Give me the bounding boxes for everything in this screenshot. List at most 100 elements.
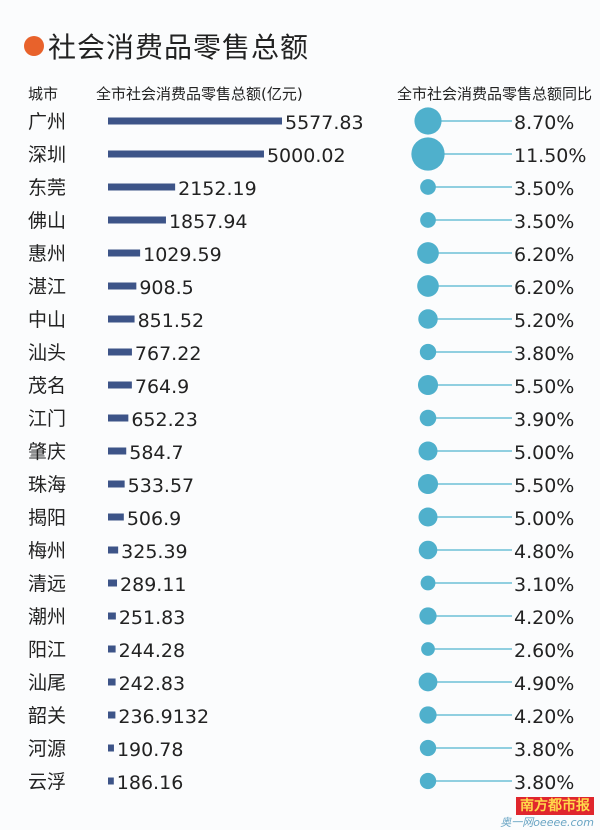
total-bar — [108, 645, 116, 653]
yoy-value-label: 8.70% — [514, 112, 574, 134]
city-label: 深圳 — [28, 144, 66, 166]
total-value-label: 1857.94 — [169, 211, 248, 233]
total-bar — [108, 546, 119, 554]
total-bar — [108, 678, 116, 686]
yoy-bubble — [414, 107, 442, 135]
chart-title: 社会消费品零售总额 — [24, 26, 309, 66]
total-bar — [108, 711, 116, 719]
city-label: 揭阳 — [28, 507, 66, 529]
total-bar — [108, 249, 141, 257]
yoy-bubble — [418, 507, 438, 527]
total-value-label: 236.9132 — [118, 706, 209, 728]
yoy-bubble — [417, 242, 439, 264]
yoy-value-label: 4.20% — [514, 607, 574, 629]
city-label: 阳江 — [28, 639, 66, 661]
total-value-label: 190.78 — [117, 739, 183, 761]
yoy-bubble — [420, 212, 436, 228]
yoy-bubble — [411, 137, 445, 171]
yoy-bubble — [417, 374, 439, 396]
total-bar — [108, 150, 264, 158]
yoy-value-label: 3.50% — [514, 211, 574, 233]
city-label: 云浮 — [28, 771, 66, 793]
yoy-value-label: 6.20% — [514, 277, 574, 299]
total-bar — [108, 612, 116, 620]
city-label: 肇庆 — [28, 441, 66, 463]
city-label: 江门 — [28, 408, 66, 430]
yoy-value-label: 5.00% — [514, 442, 574, 464]
total-bar — [108, 282, 137, 290]
total-value-label: 2152.19 — [178, 178, 257, 200]
city-label: 梅州 — [28, 540, 66, 562]
logo-watermark: 南方都市报 — [516, 797, 594, 815]
city-label: 潮州 — [28, 606, 66, 628]
total-value-label: 908.5 — [139, 277, 193, 299]
total-bar — [108, 183, 176, 191]
header-yoy: 全市社会消费品零售总额同比 — [396, 85, 592, 103]
total-bar — [108, 744, 114, 752]
city-label: 广州 — [28, 111, 66, 133]
yoy-value-label: 2.60% — [514, 640, 574, 662]
yoy-bubble — [417, 275, 439, 297]
yoy-bubble — [418, 540, 438, 560]
total-bar — [108, 480, 125, 488]
total-value-label: 506.9 — [127, 508, 181, 530]
yoy-bubble — [419, 607, 437, 625]
yoy-bubble — [419, 409, 437, 427]
city-label: 湛江 — [28, 276, 66, 298]
yoy-value-label: 4.90% — [514, 673, 574, 695]
yoy-value-label: 3.50% — [514, 178, 574, 200]
yoy-bubble — [418, 672, 438, 692]
total-value-label: 767.22 — [135, 343, 201, 365]
total-bar — [108, 315, 135, 323]
yoy-bubble — [419, 706, 437, 724]
total-value-label: 851.52 — [138, 310, 204, 332]
total-bar — [108, 414, 129, 422]
title-dot-icon — [24, 36, 44, 56]
total-value-label: 244.28 — [119, 640, 185, 662]
yoy-bubble — [419, 772, 437, 790]
total-value-label: 1029.59 — [143, 244, 222, 266]
total-bar — [108, 777, 114, 785]
yoy-value-label: 3.90% — [514, 409, 574, 431]
city-label: 韶关 — [28, 705, 66, 727]
total-value-label: 325.39 — [121, 541, 187, 563]
total-value-label: 764.9 — [135, 376, 189, 398]
city-label: 佛山 — [28, 210, 66, 232]
header-total: 全市社会消费品零售总额(亿元) — [96, 85, 303, 103]
city-label: 河源 — [28, 738, 66, 760]
yoy-value-label: 3.80% — [514, 739, 574, 761]
total-bar — [108, 216, 166, 224]
total-bar — [108, 513, 124, 521]
yoy-value-label: 5.50% — [514, 376, 574, 398]
yoy-value-label: 4.20% — [514, 706, 574, 728]
city-label: 中山 — [28, 309, 66, 331]
total-bar — [108, 381, 132, 389]
city-label: 惠州 — [28, 243, 66, 265]
total-bar — [108, 348, 132, 356]
header-city: 城市 — [28, 85, 59, 103]
total-value-label: 186.16 — [117, 772, 183, 794]
yoy-value-label: 5.50% — [514, 475, 574, 497]
city-label: 汕头 — [28, 342, 66, 364]
total-bar — [108, 579, 118, 587]
yoy-bubble — [420, 575, 436, 591]
total-value-label: 289.11 — [120, 574, 186, 596]
city-label: 清远 — [28, 573, 66, 595]
total-value-label: 584.7 — [129, 442, 183, 464]
yoy-bubble — [417, 473, 439, 495]
city-label: 茂名 — [28, 375, 66, 397]
yoy-value-label: 5.00% — [514, 508, 574, 530]
city-label: 汕尾 — [28, 672, 66, 694]
yoy-value-label: 3.80% — [514, 772, 574, 794]
yoy-bubble — [419, 343, 437, 361]
logo-site: 奥一网oeeee.com — [500, 816, 594, 829]
yoy-value-label: 4.80% — [514, 541, 574, 563]
total-value-label: 251.83 — [119, 607, 185, 629]
total-bar — [108, 117, 282, 125]
total-value-label: 533.57 — [128, 475, 194, 497]
total-value-label: 652.23 — [131, 409, 197, 431]
yoy-bubble — [420, 179, 436, 195]
yoy-bubble — [418, 441, 438, 461]
total-bar — [108, 447, 127, 455]
